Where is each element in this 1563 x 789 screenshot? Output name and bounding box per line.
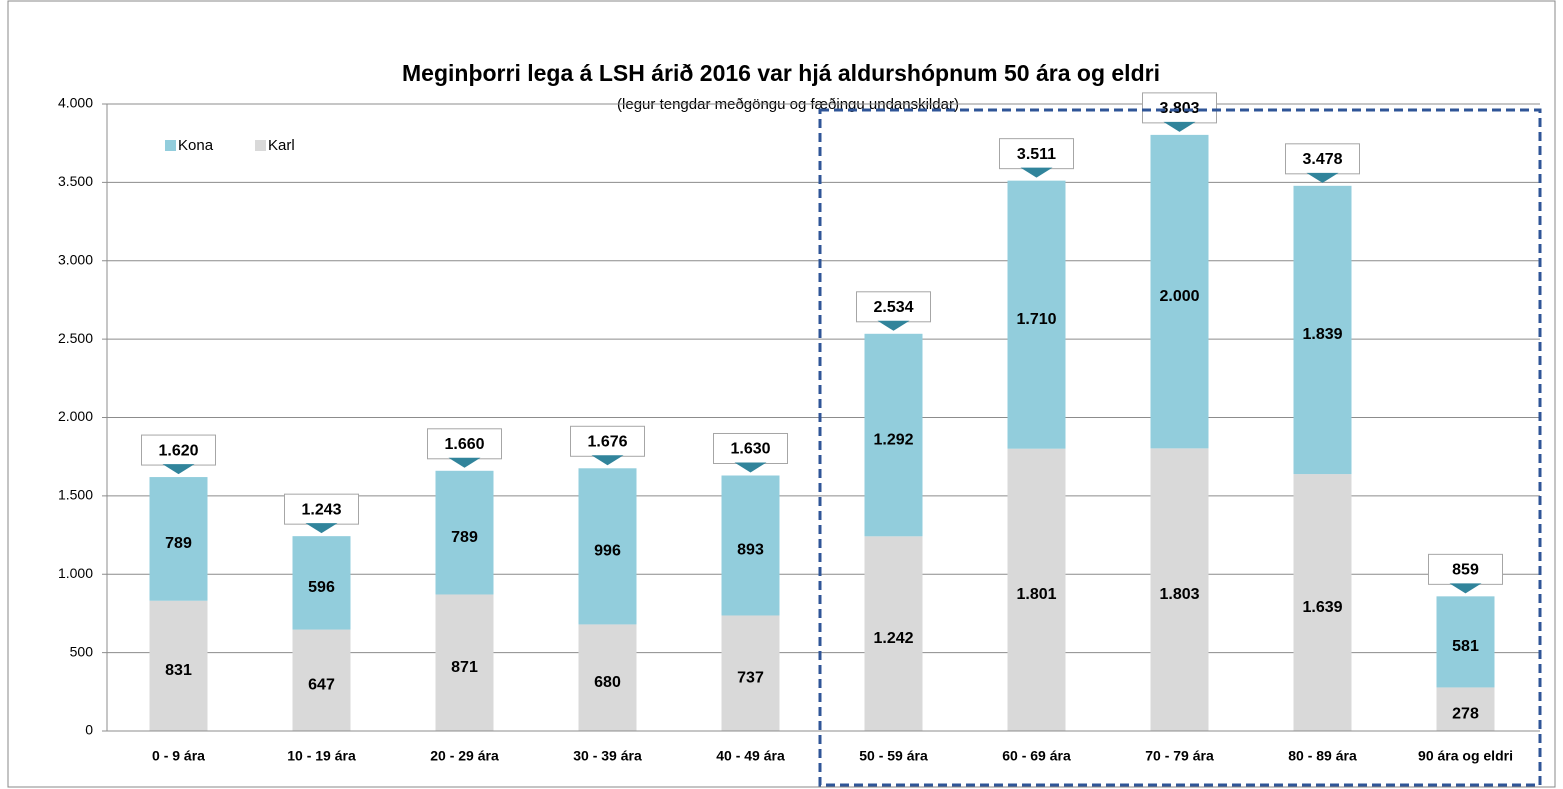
x-tick-label: 50 - 59 ára [859, 748, 928, 764]
legend-swatch [165, 140, 176, 151]
callout-pointer [734, 462, 767, 473]
bar-segment [149, 600, 208, 731]
callout-pointer [448, 457, 481, 468]
data-label: 1.639 [1302, 599, 1342, 616]
bar-segment [1007, 180, 1066, 449]
y-tick-label: 2.000 [58, 408, 93, 424]
bar-segment [1436, 596, 1495, 688]
legend-label: Kona [178, 137, 214, 154]
total-label: 1.243 [301, 501, 341, 518]
total-label: 2.534 [873, 299, 913, 316]
x-tick-label: 70 - 79 ára [1145, 748, 1214, 764]
x-tick-label: 30 - 39 ára [573, 748, 642, 764]
data-label: 789 [165, 535, 192, 552]
y-tick-label: 3.000 [58, 251, 93, 267]
bar-segment [292, 629, 351, 731]
data-label: 871 [451, 659, 478, 676]
bar-segment [149, 477, 208, 601]
callout-pointer [877, 320, 910, 331]
bar-segment [435, 470, 494, 595]
data-label: 680 [594, 674, 621, 691]
bar-segment [864, 536, 923, 731]
total-callout [1428, 553, 1503, 585]
bar-segment [435, 594, 494, 731]
data-label: 647 [308, 677, 335, 694]
x-tick-label: 90 ára og eldri [1418, 748, 1513, 764]
x-tick-label: 60 - 69 ára [1002, 748, 1071, 764]
total-callout [713, 432, 788, 464]
y-tick-label: 1.000 [58, 565, 93, 581]
x-tick-label: 20 - 29 ára [430, 748, 499, 764]
total-callout [284, 493, 359, 525]
callout-pointer [1449, 583, 1482, 594]
data-label: 893 [737, 542, 764, 559]
data-label: 278 [1452, 705, 1479, 722]
bar-segment [1293, 185, 1352, 475]
highlight-box [818, 108, 1542, 787]
total-label: 3.511 [1017, 146, 1056, 163]
data-label: 1.710 [1016, 311, 1056, 328]
legend-swatch [255, 140, 266, 151]
chart-title: Meginþorri lega á LSH árið 2016 var hjá … [402, 60, 1160, 86]
y-tick-label: 2.500 [58, 330, 93, 346]
bar-segment [721, 475, 780, 616]
data-label: 596 [308, 579, 335, 596]
bar-segment [292, 536, 351, 630]
x-tick-label: 80 - 89 ára [1288, 748, 1357, 764]
total-label: 3.803 [1159, 100, 1199, 117]
data-label: 1.801 [1016, 586, 1056, 603]
total-callout [570, 425, 645, 457]
data-label: 581 [1452, 638, 1479, 655]
bar-segment [721, 615, 780, 731]
data-label: 996 [594, 543, 621, 560]
x-tick-label: 40 - 49 ára [716, 748, 785, 764]
data-label: 1.839 [1302, 326, 1342, 343]
total-label: 1.676 [587, 434, 627, 451]
legend-label: Karl [268, 137, 295, 154]
bar-segment [578, 624, 637, 731]
y-tick-label: 4.000 [58, 95, 93, 111]
data-label: 1.242 [873, 630, 913, 647]
data-label: 2.000 [1159, 288, 1199, 305]
x-tick-label: 0 - 9 ára [152, 748, 205, 764]
bar-segment [864, 333, 923, 537]
y-tick-label: 500 [70, 643, 94, 659]
total-callout [1142, 92, 1217, 124]
total-callout [1285, 143, 1360, 175]
callout-pointer [1163, 121, 1196, 132]
total-callout [141, 434, 216, 466]
bar-segment [1007, 448, 1066, 731]
bar-segment [1150, 448, 1209, 731]
total-label: 1.620 [158, 442, 198, 459]
data-label: 737 [737, 669, 764, 686]
total-label: 1.660 [444, 436, 484, 453]
bar-segment [1293, 474, 1352, 731]
callout-pointer [591, 455, 624, 466]
y-tick-label: 1.500 [58, 487, 93, 503]
bar-segment [1436, 687, 1495, 731]
y-tick-label: 3.500 [58, 173, 93, 189]
total-label: 1.630 [730, 441, 770, 458]
data-label: 831 [165, 662, 192, 679]
data-label: 1.292 [873, 431, 913, 448]
callout-pointer [305, 523, 338, 534]
data-label: 789 [451, 529, 478, 546]
callout-pointer [1306, 172, 1339, 183]
total-label: 859 [1452, 562, 1479, 579]
callout-pointer [162, 464, 195, 475]
data-label: 1.803 [1159, 586, 1199, 603]
bar-segment [1150, 134, 1209, 449]
total-label: 3.478 [1302, 151, 1342, 168]
x-tick-label: 10 - 19 ára [287, 748, 356, 764]
bar-segment [578, 468, 637, 625]
total-callout [427, 428, 502, 460]
y-tick-label: 0 [85, 722, 93, 738]
callout-pointer [1020, 167, 1053, 178]
